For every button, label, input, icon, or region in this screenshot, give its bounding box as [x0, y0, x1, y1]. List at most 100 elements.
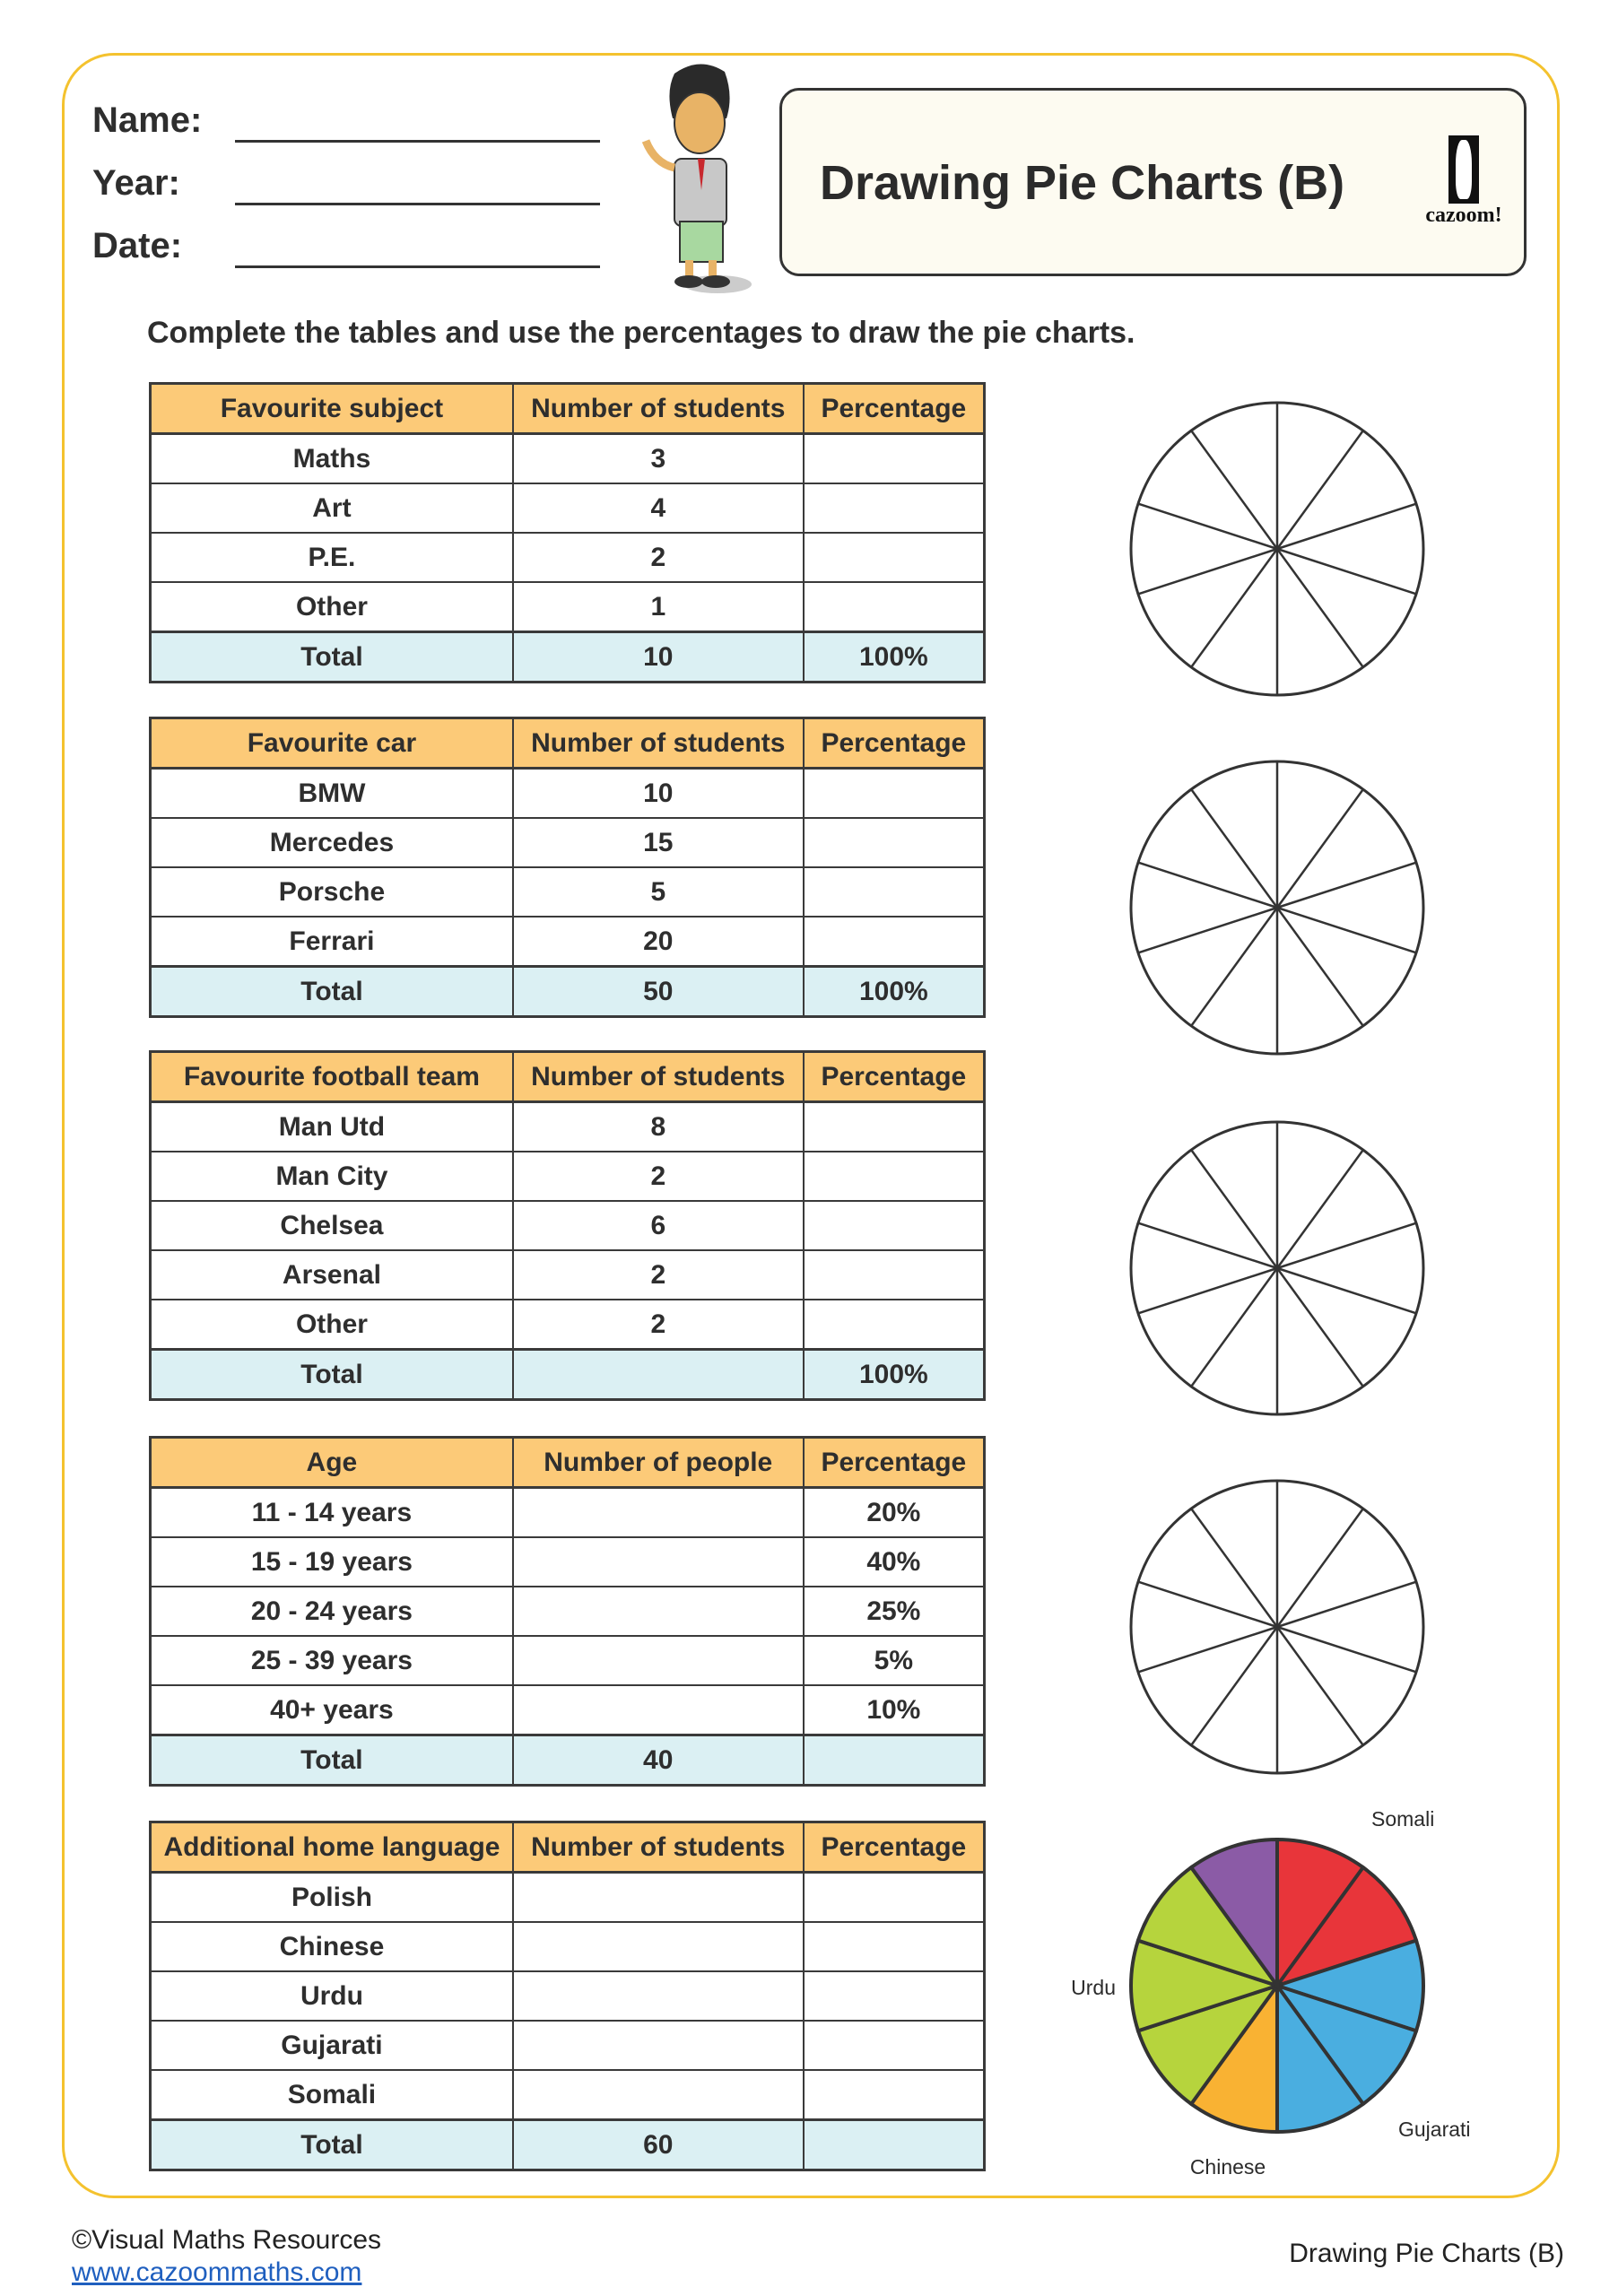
blank-pie-chart[interactable] — [1053, 1439, 1501, 1815]
answer-cell[interactable] — [802, 2118, 986, 2171]
answer-cell[interactable] — [802, 1734, 986, 1787]
column-header: Number of students — [511, 1050, 805, 1103]
answer-cell[interactable] — [802, 432, 986, 484]
pie-slice-gujarati — [1272, 1982, 1419, 2107]
answer-cell[interactable] — [802, 1249, 986, 1300]
pie-segment-line — [1190, 1508, 1279, 1628]
pie-label: Urdu — [1071, 1976, 1116, 1999]
total-cell: 40 — [511, 1734, 805, 1787]
answer-cell[interactable] — [802, 1921, 986, 1972]
answer-cell[interactable] — [511, 1486, 805, 1538]
data-table-2: Favourite car Number of students Percentag… — [149, 717, 986, 1018]
table-cell: BMW — [149, 767, 514, 819]
date-field[interactable] — [235, 265, 600, 268]
answer-cell[interactable] — [511, 1871, 805, 1923]
pie-segment-line — [1275, 430, 1364, 550]
answer-cell[interactable] — [802, 1100, 986, 1152]
table-cell: Mercedes — [149, 817, 514, 868]
answer-cell[interactable] — [802, 916, 986, 968]
answer-cell[interactable] — [802, 1200, 986, 1251]
table-header-row: Additional home language Number of studen… — [149, 1821, 986, 1874]
table-cell: 10 — [511, 767, 805, 819]
pie-label: Chinese — [1190, 2155, 1266, 2174]
table-cell: Man Utd — [149, 1100, 514, 1152]
answer-cell[interactable] — [511, 1635, 805, 1686]
pie-segment-line — [1137, 1222, 1278, 1270]
logo-text: cazoom! — [1425, 204, 1502, 227]
answer-cell[interactable] — [511, 1684, 805, 1736]
table-cell: Chinese — [149, 1921, 514, 1972]
total-cell: 100% — [802, 1348, 986, 1401]
blank-pie-chart[interactable] — [1053, 1080, 1501, 1457]
table-cell: 20 — [511, 916, 805, 968]
pie-slice-urdu — [1129, 1938, 1283, 2033]
column-header: Age — [149, 1436, 514, 1489]
answer-cell[interactable] — [511, 1921, 805, 1972]
column-header: Percentage — [802, 1821, 986, 1874]
table-row: 11 - 14 years 20% — [149, 1486, 986, 1538]
answer-cell[interactable] — [511, 1536, 805, 1587]
answer-cell[interactable] — [802, 483, 986, 534]
column-header: Number of students — [511, 382, 805, 435]
year-field[interactable] — [235, 203, 600, 205]
answer-cell[interactable] — [802, 1151, 986, 1202]
answer-cell[interactable] — [802, 532, 986, 583]
table-cell: 2 — [511, 1249, 805, 1300]
pie-segment-line — [1137, 1625, 1278, 1674]
answer-cell[interactable] — [802, 2069, 986, 2121]
pie-segment-line — [1275, 907, 1364, 1027]
answer-cell[interactable] — [802, 767, 986, 819]
table-cell: 25 - 39 years — [149, 1635, 514, 1686]
table-cell: 8 — [511, 1100, 805, 1152]
total-cell: 60 — [511, 2118, 805, 2171]
blank-pie-chart[interactable] — [1053, 361, 1501, 737]
table-row: BMW 10 — [149, 767, 986, 819]
table-cell: Man City — [149, 1151, 514, 1202]
pie-slice-chinese — [1188, 1979, 1279, 2135]
answer-cell[interactable] — [511, 1586, 805, 1637]
total-cell: Total — [149, 1348, 514, 1401]
pie-segment-line — [1276, 1266, 1417, 1315]
pie-label: Gujarati — [1398, 2118, 1471, 2141]
column-header: Percentage — [802, 382, 986, 435]
table-cell: Ferrari — [149, 916, 514, 968]
year-label: Year: — [92, 163, 180, 203]
blank-pie-chart[interactable] — [1053, 719, 1501, 1096]
answer-cell[interactable] — [802, 581, 986, 633]
answer-cell[interactable] — [511, 2069, 805, 2121]
table-cell: Arsenal — [149, 1249, 514, 1300]
student-character-illustration — [641, 64, 752, 293]
total-cell: 100% — [802, 631, 986, 683]
answer-cell[interactable] — [802, 1871, 986, 1923]
answer-cell[interactable] — [511, 1970, 805, 2022]
table-cell: 40% — [802, 1536, 986, 1587]
pie-segment-line — [1137, 906, 1278, 954]
table-row: Arsenal 2 — [149, 1249, 986, 1300]
date-label: Date: — [92, 226, 183, 265]
pie-segment-line — [1137, 1266, 1278, 1315]
table-row: Mercedes 15 — [149, 817, 986, 868]
website-link[interactable]: www.cazoommaths.com — [72, 2257, 362, 2287]
answer-cell[interactable] — [802, 1970, 986, 2022]
answer-cell[interactable] — [802, 1299, 986, 1351]
answer-cell[interactable] — [511, 1348, 805, 1401]
instruction-text: Complete the tables and use the percenta… — [147, 316, 1135, 350]
answer-cell[interactable] — [802, 817, 986, 868]
total-cell: Total — [149, 631, 514, 683]
pie-slice-polish — [1188, 1837, 1279, 1992]
pie-segment-line — [1190, 788, 1279, 909]
table-cell: Other — [149, 581, 514, 633]
pie-segment-line — [1190, 1626, 1279, 1746]
column-header: Percentage — [802, 1050, 986, 1103]
table-cell: 25% — [802, 1586, 986, 1637]
pie-segment-line — [1276, 861, 1417, 909]
pie-segment-line — [1190, 1267, 1279, 1387]
pie-segment-line — [1190, 430, 1279, 550]
answer-cell[interactable] — [511, 2020, 805, 2071]
table-cell: 5 — [511, 866, 805, 918]
table-cell: P.E. — [149, 532, 514, 583]
pie-slice-gujarati — [1271, 1938, 1425, 2033]
answer-cell[interactable] — [802, 866, 986, 918]
name-field[interactable] — [235, 140, 600, 143]
answer-cell[interactable] — [802, 2020, 986, 2071]
